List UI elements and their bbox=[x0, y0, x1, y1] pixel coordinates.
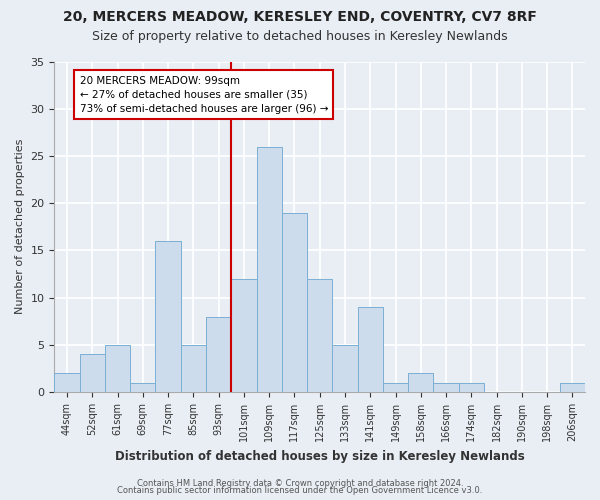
Bar bbox=[155, 241, 181, 392]
Bar bbox=[55, 373, 80, 392]
Bar bbox=[433, 382, 458, 392]
Bar bbox=[332, 345, 358, 392]
Bar bbox=[383, 382, 408, 392]
Text: 20, MERCERS MEADOW, KERESLEY END, COVENTRY, CV7 8RF: 20, MERCERS MEADOW, KERESLEY END, COVENT… bbox=[63, 10, 537, 24]
Y-axis label: Number of detached properties: Number of detached properties bbox=[15, 139, 25, 314]
Bar bbox=[458, 382, 484, 392]
Bar bbox=[408, 373, 433, 392]
Bar bbox=[257, 146, 282, 392]
Bar bbox=[307, 278, 332, 392]
Text: Contains public sector information licensed under the Open Government Licence v3: Contains public sector information licen… bbox=[118, 486, 482, 495]
Bar bbox=[282, 212, 307, 392]
Bar bbox=[231, 278, 257, 392]
Bar bbox=[560, 382, 585, 392]
Bar bbox=[80, 354, 105, 392]
Text: Contains HM Land Registry data © Crown copyright and database right 2024.: Contains HM Land Registry data © Crown c… bbox=[137, 478, 463, 488]
Bar bbox=[358, 307, 383, 392]
Bar bbox=[130, 382, 155, 392]
Text: Size of property relative to detached houses in Keresley Newlands: Size of property relative to detached ho… bbox=[92, 30, 508, 43]
Bar bbox=[105, 345, 130, 392]
X-axis label: Distribution of detached houses by size in Keresley Newlands: Distribution of detached houses by size … bbox=[115, 450, 524, 462]
Text: 20 MERCERS MEADOW: 99sqm
← 27% of detached houses are smaller (35)
73% of semi-d: 20 MERCERS MEADOW: 99sqm ← 27% of detach… bbox=[80, 76, 328, 114]
Bar bbox=[181, 345, 206, 392]
Bar bbox=[206, 316, 231, 392]
